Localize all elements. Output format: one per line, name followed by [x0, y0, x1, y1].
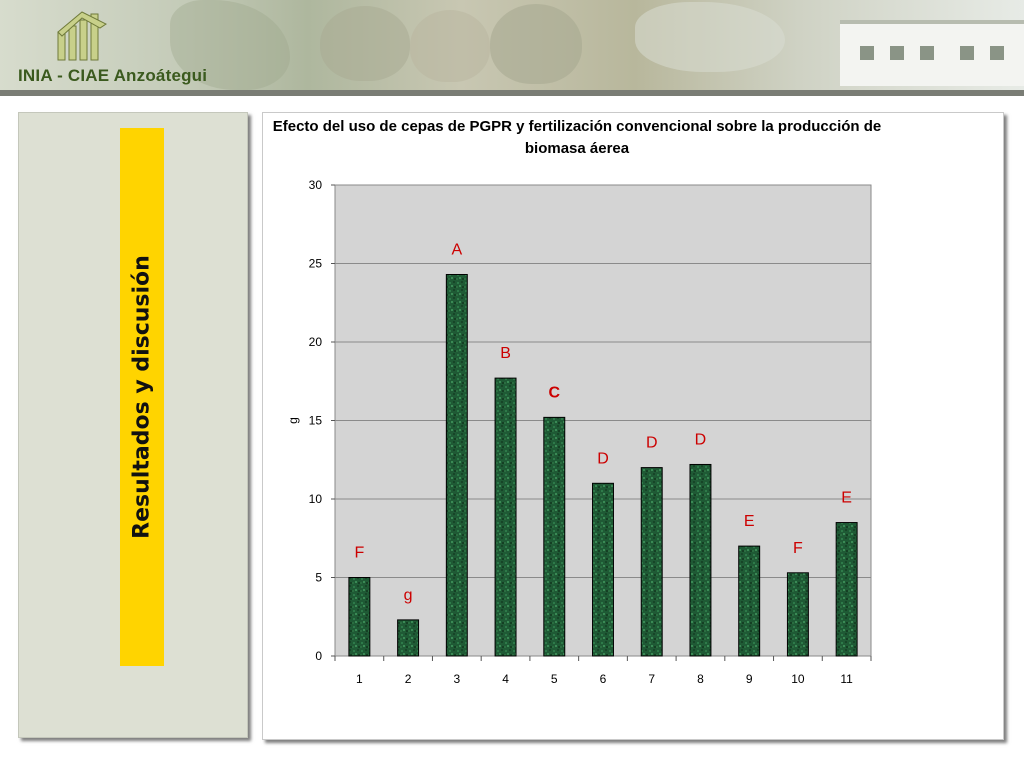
data-label: D [597, 450, 609, 467]
bar [835, 522, 858, 657]
x-tick-label: 5 [551, 672, 558, 686]
y-tick-label: 25 [309, 257, 323, 271]
x-tick-label: 8 [697, 672, 704, 686]
bar [689, 463, 712, 657]
data-label: F [793, 540, 803, 557]
bar [738, 545, 761, 657]
bar [786, 572, 809, 657]
x-tick-label: 3 [453, 672, 460, 686]
bar [445, 273, 468, 657]
x-tick-label: 10 [791, 672, 805, 686]
organization-name: INIA - CIAE Anzoátegui [18, 66, 208, 85]
bar [640, 467, 663, 657]
bar [397, 619, 420, 657]
y-tick-label: 0 [315, 649, 322, 663]
y-tick-label: 30 [309, 178, 323, 192]
data-label: E [841, 490, 852, 507]
data-label: D [695, 431, 707, 448]
flower-image [635, 2, 785, 72]
x-tick-label: 7 [648, 672, 655, 686]
x-tick-label: 11 [840, 672, 853, 686]
bar [592, 482, 614, 657]
x-tick-label: 2 [405, 672, 412, 686]
y-tick-label: 15 [309, 414, 323, 428]
chart-title: Efecto del uso de cepas de PGPR y fertil… [272, 118, 882, 157]
x-tick-label: 4 [502, 672, 509, 686]
data-label: B [500, 345, 511, 362]
data-label: D [646, 435, 658, 452]
x-tick-label: 1 [356, 672, 363, 686]
y-tick-label: 5 [315, 571, 322, 585]
x-tick-label: 9 [746, 672, 753, 686]
fruit-image [490, 4, 582, 84]
y-tick-label: 10 [309, 492, 323, 506]
fruit-image [320, 6, 410, 81]
x-tick-label: 6 [600, 672, 607, 686]
fruit-image [410, 10, 490, 82]
section-title-bar [120, 128, 164, 666]
y-axis-label: g [286, 417, 300, 424]
bar [543, 416, 566, 657]
data-label: C [548, 384, 560, 401]
data-label: g [404, 587, 413, 604]
building-image [840, 20, 1024, 86]
inia-logo-icon [57, 11, 107, 61]
data-label: A [451, 241, 462, 258]
y-tick-label: 20 [309, 335, 323, 349]
header-banner: INIA - CIAE Anzoátegui [0, 0, 1024, 96]
data-label: F [354, 545, 364, 562]
header-divider [0, 90, 1024, 96]
data-label: E [744, 513, 755, 530]
bar [494, 377, 517, 657]
bar [348, 577, 371, 657]
